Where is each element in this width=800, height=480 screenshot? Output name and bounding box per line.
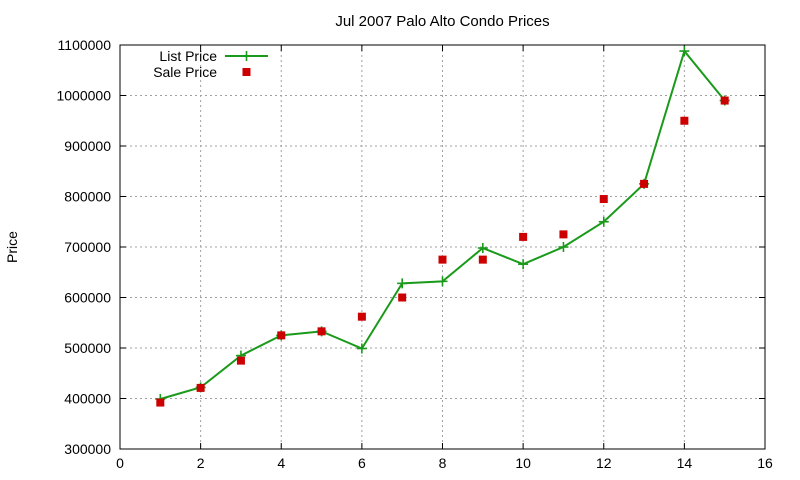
y-tick-label: 300000 [64,441,111,457]
data-point-plus [518,259,529,270]
legend-marker-square [242,68,251,76]
data-point-plus [397,278,408,289]
data-point-plus [437,276,448,287]
data-point-plus [598,216,609,227]
data-point-square [236,356,245,365]
x-tick-label: 12 [596,455,612,471]
data-point-square [559,230,568,239]
x-tick-label: 6 [358,455,366,471]
legend-label: Sale Price [153,64,217,80]
x-tick-label: 8 [439,455,447,471]
data-point-square [599,195,608,204]
data-point-square [640,179,649,188]
data-point-square [720,96,729,105]
data-point-plus [558,242,569,252]
data-point-square [317,327,326,336]
data-point-plus [679,46,690,57]
x-tick-label: 10 [515,455,531,471]
grid-lines [120,45,765,449]
chart-title: Jul 2007 Palo Alto Condo Prices [335,13,549,30]
data-point-plus [477,243,488,254]
x-tick-label: 0 [116,455,124,471]
data-point-plus [356,343,367,354]
data-point-square [357,312,366,321]
y-tick-label: 500000 [64,340,111,356]
y-tick-label: 1100000 [58,37,112,53]
y-tick-label: 800000 [64,189,111,205]
y-tick-label: 900000 [64,138,111,154]
legend-marker-plus [241,51,252,61]
y-tick-label: 700000 [64,239,111,255]
data-point-square [519,232,528,241]
y-tick-label: 1000000 [56,88,111,104]
data-point-square [438,255,447,264]
y-tick-label: 400000 [64,391,111,407]
data-point-square [398,293,407,302]
legend-label: List Price [159,48,217,64]
x-tick-label: 4 [277,455,285,471]
axis-ticks: 0 2 4 6 8 10 12 14 16 300000 400000 500000 600000 700… [56,37,773,471]
data-point-square [478,255,487,264]
x-tick-label: 14 [677,455,693,471]
y-axis-label: Price [4,231,20,263]
data-point-square [196,383,205,392]
series-layer [155,46,730,407]
x-tick-label: 16 [757,455,773,471]
series-sale-price [156,96,729,407]
x-tick-label: 2 [197,455,205,471]
y-tick-label: 600000 [64,290,111,306]
data-point-square [277,331,286,340]
data-point-square [680,116,689,125]
data-point-square [156,398,165,407]
